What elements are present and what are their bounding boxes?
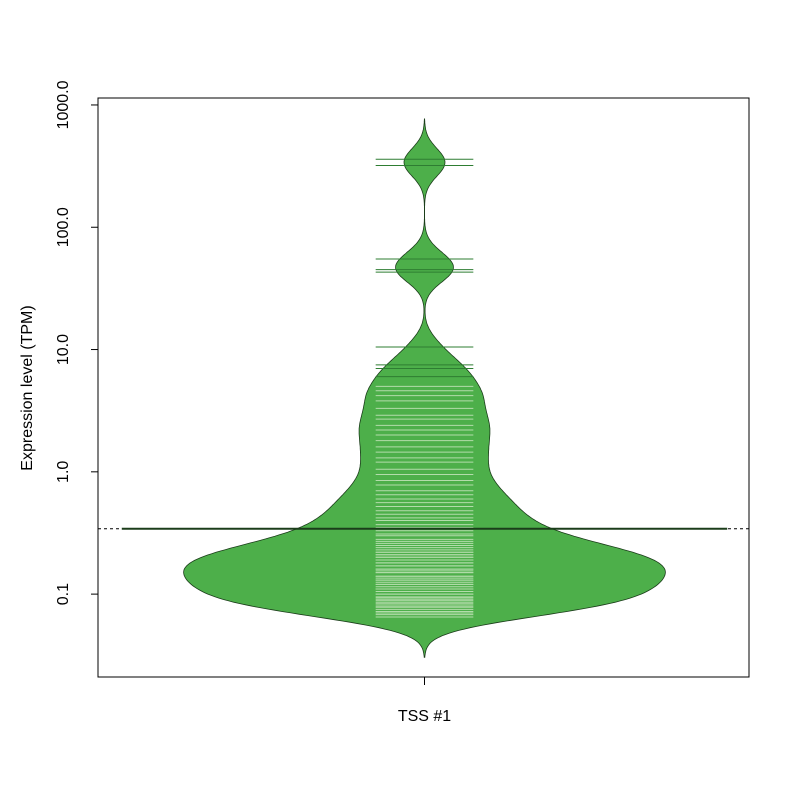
- x-tick-label: TSS #1: [398, 708, 451, 725]
- y-axis-label: Expression level (TPM): [19, 305, 36, 470]
- y-tick-label: 100.0: [55, 207, 72, 247]
- bean: [183, 118, 666, 658]
- y-tick-label: 0.1: [55, 583, 72, 605]
- plot-frame: [97, 97, 750, 678]
- y-tick-label: 1000.0: [55, 80, 72, 129]
- y-tick-label: 1.0: [55, 461, 72, 483]
- y-tick-label: 10.0: [55, 334, 72, 365]
